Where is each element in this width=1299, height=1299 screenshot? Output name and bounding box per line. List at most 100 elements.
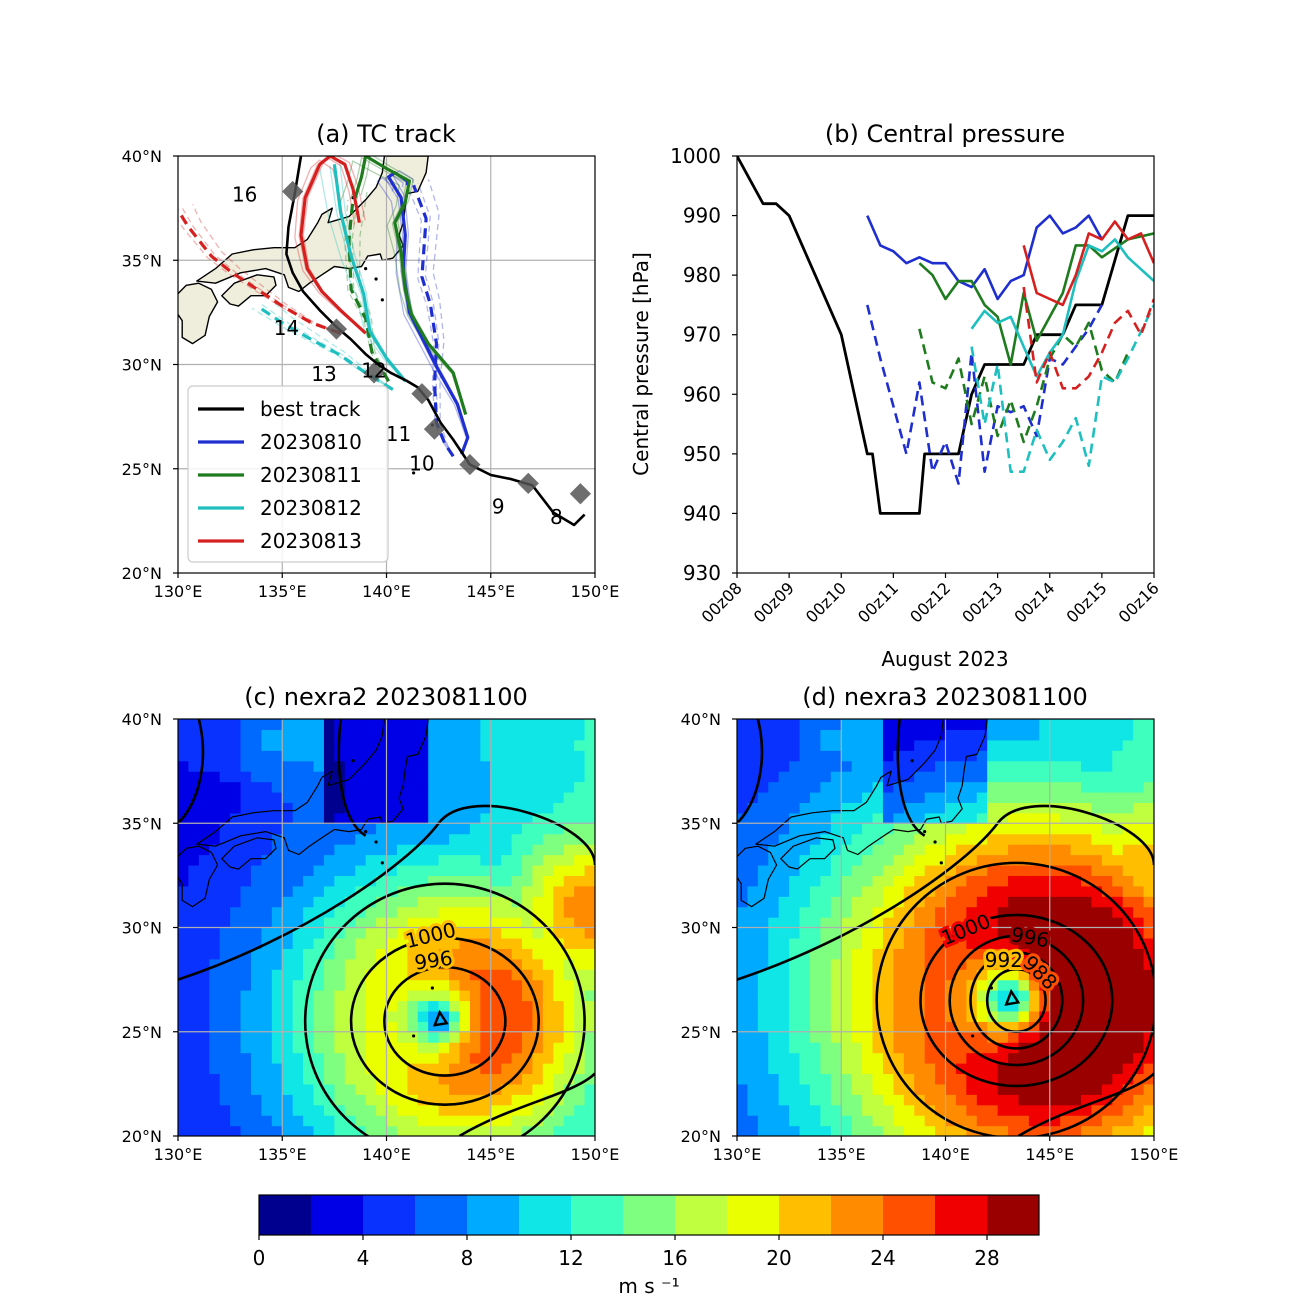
panel-c-wind-cell (355, 844, 367, 856)
panel-d-wind-cell (1070, 1052, 1082, 1064)
panel-c-wind-cell (240, 750, 252, 762)
panel-d-wind-cell (1112, 1021, 1124, 1033)
panel-c-wind-cell (292, 1010, 304, 1022)
panel-c-wind-cell (584, 990, 595, 1002)
panel-c-wind-cell (188, 979, 200, 991)
panel-d-wind-cell (789, 917, 801, 929)
panel-c-wind-cell (365, 1042, 377, 1054)
panel-d-wind-cell (830, 875, 842, 887)
panel-d-wind-cell (1018, 885, 1030, 897)
panel-c-wind-cell (271, 896, 283, 908)
day-label-8: 8 (550, 505, 563, 529)
panel-c-wind-cell (386, 1052, 398, 1064)
panel-d-wind-cell (1008, 896, 1020, 908)
panel-c-xtick-label: 135°E (258, 1145, 307, 1164)
panel-c-wind-cell (407, 802, 419, 814)
panel-d-wind-cell (841, 906, 853, 918)
panel-d-wind-cell (966, 885, 978, 897)
panel-c-wind-cell (188, 833, 200, 845)
panel-c-wind-cell (532, 719, 544, 731)
panel-d-wind-cell (830, 729, 842, 741)
panel-c-wind-cell (522, 864, 534, 876)
panel-d-wind-cell (955, 719, 967, 731)
panel-c-wind-cell (355, 1021, 367, 1033)
panel-c-wind-cell (449, 844, 461, 856)
panel-d-wind-cell (924, 937, 936, 949)
panel-d-wind-cell (872, 906, 884, 918)
panel-c-wind-cell (459, 1125, 471, 1136)
panel-d-wind-cell (966, 1104, 978, 1116)
panel-c-wind-cell (584, 927, 595, 939)
panel-c-wind-cell (501, 1021, 513, 1033)
panel-c-wind-cell (334, 990, 346, 1002)
panel-c-wind-cell (511, 875, 523, 887)
panel-c-wind-cell (219, 750, 231, 762)
panel-d-wind-cell (903, 1010, 915, 1022)
panel-c-wind-cell (553, 739, 565, 751)
panel-d-wind-cell (1112, 823, 1124, 835)
panel-d-wind-cell (809, 823, 821, 835)
panel-d-wind-cell (820, 969, 832, 981)
panel-d-wind-cell (1081, 760, 1093, 772)
panel-c-wind-cell (261, 854, 273, 866)
panel-a-title: (a) TC track (316, 120, 456, 148)
panel-c-wind-cell (542, 1021, 554, 1033)
panel-c-wind-cell (386, 1073, 398, 1085)
panel-c-wind-cell (334, 896, 346, 908)
panel-d-wind-cell (747, 750, 759, 762)
panel-c-wind-cell (282, 896, 294, 908)
panel-d-wind-cell (1008, 1052, 1020, 1064)
panel-d-wind-cell (976, 917, 988, 929)
panel-c-wind-cell (522, 896, 534, 908)
panel-d-wind-cell (1122, 729, 1134, 741)
panel-d-wind-cell (1018, 739, 1030, 751)
panel-d-wind-cell (1049, 833, 1061, 845)
panel-d-wind-cell (830, 958, 842, 970)
panel-c-wind-cell (188, 771, 200, 783)
panel-c-wind-cell (501, 958, 513, 970)
panel-d-wind-cell (851, 1042, 863, 1054)
panel-c-wind-cell (178, 906, 190, 918)
panel-c-wind-cell (313, 760, 325, 772)
panel-d-wind-cell (987, 812, 999, 824)
panel-c-wind-cell (407, 927, 419, 939)
panel-d-wind-cell (1060, 885, 1072, 897)
panel-c-wind-cell (365, 854, 377, 866)
panel-c-wind-cell (188, 750, 200, 762)
panel-d-wind-cell (882, 781, 894, 793)
panel-d-wind-cell (955, 1021, 967, 1033)
panel-c-wind-cell (292, 739, 304, 751)
panel-c-wind-cell (292, 864, 304, 876)
panel-d-wind-cell (757, 885, 769, 897)
panel-d-wind-cell (935, 958, 947, 970)
panel-d-wind-cell (1101, 729, 1113, 741)
panel-c-wind-cell (532, 1104, 544, 1116)
panel-c-wind-cell (303, 1073, 315, 1085)
panel-c-wind-cell (355, 1063, 367, 1075)
panel-c-wind-cell (480, 1083, 492, 1095)
panel-c-wind-cell (282, 771, 294, 783)
panel-d-wind-cell (1039, 969, 1051, 981)
panel-d-wind-cell (757, 844, 769, 856)
panel-d-wind-cell (997, 1094, 1009, 1106)
panel-d-wind-cell (778, 864, 790, 876)
panel-c-wind-cell (282, 802, 294, 814)
panel-c-wind-cell (198, 791, 210, 803)
panel-c-wind-cell (209, 990, 221, 1002)
panel-c-wind-cell (230, 760, 242, 772)
panel-d-wind-cell (841, 1104, 853, 1116)
panel-d-wind-cell (737, 1063, 749, 1075)
colorbar-block-6 (571, 1195, 624, 1235)
panel-c-wind-cell (428, 833, 440, 845)
panel-d-wind-cell (1143, 969, 1154, 981)
panel-c-wind-cell (240, 719, 252, 731)
panel-c-isobar-1004 (303, 882, 586, 1136)
panel-c-wind-cell (365, 885, 377, 897)
panel-c-wind-cell (396, 958, 408, 970)
panel-c-wind-cell (240, 1073, 252, 1085)
panel-d-wind-cell (924, 948, 936, 960)
panel-c-wind-cell (574, 760, 586, 772)
panel-c-wind-cell (490, 969, 502, 981)
panel-c-wind-cell (469, 885, 481, 897)
panel-b-xtick-label: 00z13 (958, 578, 1006, 626)
